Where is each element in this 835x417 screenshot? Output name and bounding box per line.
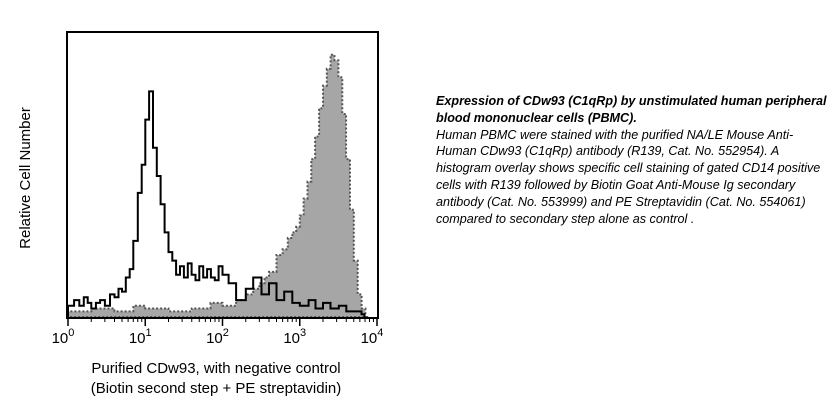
caption-body: Human PBMC were stained with the purifie… <box>436 127 821 226</box>
histogram-chart: 100 101 102 103 104 Relative Cell Number Pur… <box>17 31 384 397</box>
y-axis-label: Relative Cell Number <box>17 107 34 249</box>
x-axis-label-line2: (Biotin second step + PE streptavidin) <box>91 380 342 397</box>
figure-caption: Expression of CDw93 (C1qRp) by unstimula… <box>436 93 828 227</box>
x-axis-ticks: 100 101 102 103 104 <box>52 317 384 347</box>
x-tick-label: 101 <box>129 327 152 347</box>
x-axis-label-line1: Purified CDw93, with negative control <box>91 360 340 377</box>
plot-area <box>67 53 369 318</box>
caption-title: Expression of CDw93 (C1qRp) by unstimula… <box>436 94 827 125</box>
series-cdw93-filled <box>67 53 369 318</box>
series-control-line <box>67 90 366 317</box>
x-tick-label: 102 <box>206 327 229 347</box>
x-tick-label: 104 <box>361 327 384 347</box>
x-tick-label: 103 <box>283 327 306 347</box>
x-tick-label: 100 <box>52 327 75 347</box>
